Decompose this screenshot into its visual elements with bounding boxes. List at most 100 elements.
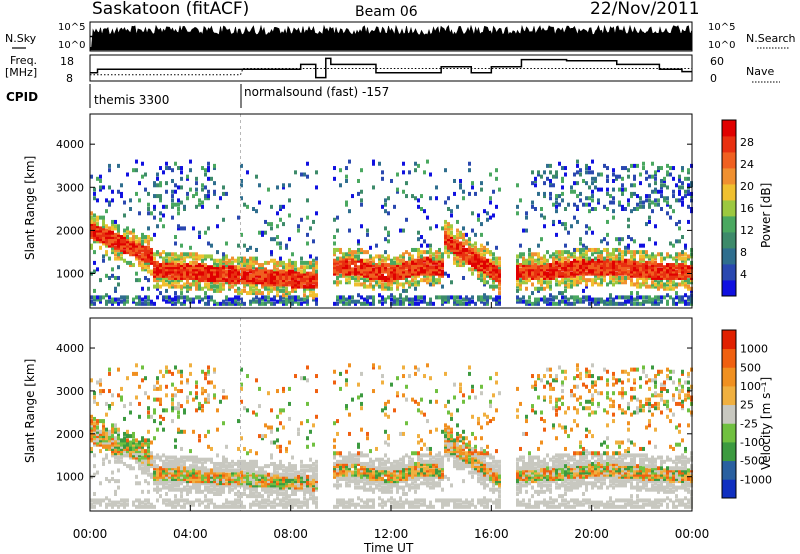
velocity-cell [165, 481, 168, 486]
velocity-cell [153, 474, 156, 479]
velocity-cell [90, 414, 93, 419]
velocity-cell [270, 440, 273, 445]
power-cell [360, 198, 363, 203]
power-cell [603, 260, 606, 265]
power-cell [432, 256, 435, 261]
power-cell [180, 267, 183, 272]
power-cell [276, 211, 279, 216]
power-cell [456, 299, 459, 304]
velocity-cell [126, 464, 129, 469]
power-cell [408, 297, 411, 302]
power-cell [573, 254, 576, 259]
velocity-cell [192, 455, 195, 460]
power-cell [351, 267, 354, 272]
power-cell [495, 278, 498, 283]
power-cell [273, 286, 276, 291]
power-cell [432, 280, 435, 285]
velocity-cell [213, 384, 216, 389]
velocity-cell [117, 431, 120, 436]
power-cell [261, 291, 264, 296]
power-cell [591, 198, 594, 203]
power-cell [183, 275, 186, 280]
power-cell [171, 215, 174, 220]
velocity-cell [255, 476, 258, 481]
power-cell [366, 275, 369, 280]
power-cell [393, 275, 396, 280]
velocity-cell [222, 459, 225, 464]
velocity-cell [186, 498, 189, 503]
power-cell [93, 196, 96, 201]
power-cell [369, 260, 372, 265]
power-cell [627, 297, 630, 302]
velocity-cell [219, 399, 222, 404]
power-cell [594, 271, 597, 276]
power-cell [492, 280, 495, 285]
power-cell [651, 252, 654, 257]
power-cell [108, 243, 111, 248]
velocity-cell [159, 494, 162, 499]
power-cell [267, 291, 270, 296]
power-cell [489, 172, 492, 177]
velocity-cell [126, 498, 129, 503]
velocity-cell [216, 487, 219, 492]
power-cell [453, 256, 456, 261]
velocity-cell [273, 466, 276, 471]
power-cell [438, 269, 441, 274]
power-cell [144, 275, 147, 280]
power-cell [417, 258, 420, 263]
power-cell [177, 226, 180, 231]
velocity-cell [240, 500, 243, 505]
power-cell [642, 278, 645, 283]
power-cell [672, 176, 675, 181]
power-cell [417, 271, 420, 276]
velocity-cell [258, 479, 261, 484]
power-cell [471, 181, 474, 186]
power-cell [528, 263, 531, 268]
power-cell [165, 269, 168, 274]
power-cell [471, 271, 474, 276]
power-cell [216, 280, 219, 285]
power-cell [636, 202, 639, 207]
power-cell [471, 299, 474, 304]
power-cell [291, 297, 294, 302]
power-cell [180, 170, 183, 175]
velocity-cell [210, 489, 213, 494]
power-cell [582, 263, 585, 268]
power-cell [231, 299, 234, 304]
velocity-cell [240, 436, 243, 441]
power-cell [312, 271, 315, 276]
velocity-cell [141, 500, 144, 505]
power-cell [408, 263, 411, 268]
power-cell [606, 260, 609, 265]
power-ytick-label-2: 3000 [56, 181, 84, 194]
velocity-cell [144, 453, 147, 458]
power-cell [447, 207, 450, 211]
velocity-cell [228, 485, 231, 490]
power-cell [285, 245, 288, 250]
power-cell [567, 263, 570, 268]
power-cell [207, 265, 210, 270]
power-cell [315, 280, 318, 285]
power-cell [618, 267, 621, 272]
velocity-cell [243, 466, 246, 471]
power-cell [648, 215, 651, 220]
power-cell [591, 189, 594, 194]
velocity-cell [138, 384, 141, 389]
power-cell [369, 278, 372, 283]
power-cell [543, 170, 546, 175]
nsky-tick-bottom: 10^0 [58, 40, 85, 51]
power-cell [585, 196, 588, 201]
velocity-cell [222, 464, 225, 469]
power-cell [375, 269, 378, 274]
velocity-cell [90, 504, 93, 509]
power-cell [171, 278, 174, 283]
power-cell [459, 254, 462, 259]
power-cell [192, 271, 195, 276]
velocity-cell [216, 466, 219, 471]
power-cell [528, 278, 531, 283]
velocity-cell [258, 476, 261, 481]
power-cell [141, 263, 144, 268]
power-cell [492, 271, 495, 276]
velocity-cell [135, 459, 138, 464]
